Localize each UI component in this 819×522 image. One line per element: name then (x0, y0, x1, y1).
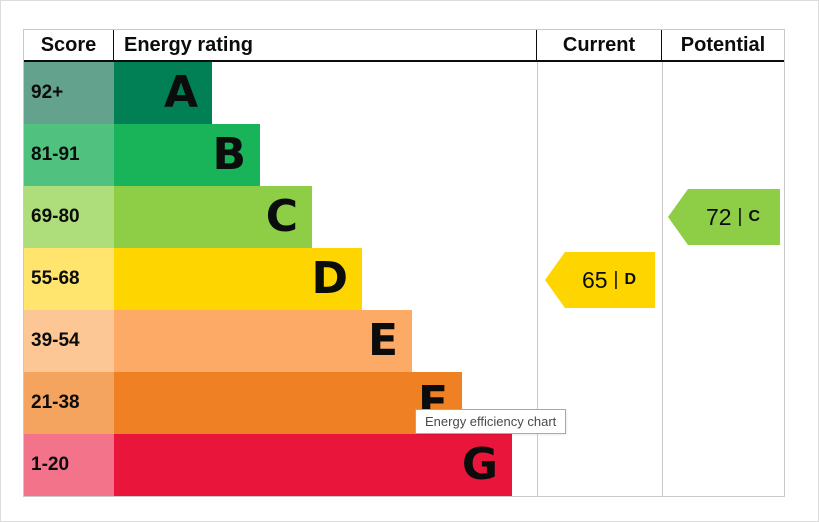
bar-area: G (114, 434, 784, 496)
rating-letter: B (212, 129, 246, 180)
bar-area: D (114, 248, 784, 310)
band-row-f: 21-38 F (24, 372, 784, 434)
band-row-g: 1-20 G (24, 434, 784, 496)
current-arrow: 65 | D (545, 252, 655, 308)
rating-bar: E (114, 310, 412, 372)
energy-efficiency-chart: Score Energy rating Current Potential 92… (23, 29, 785, 497)
rating-letter: D (311, 253, 348, 304)
chart-tooltip: Energy efficiency chart (415, 409, 567, 434)
score-cell: 92+ (24, 62, 114, 124)
rating-bar: D (114, 248, 362, 310)
score-label: 39-54 (31, 330, 80, 351)
bar-area: A (114, 62, 784, 124)
score-label: 92+ (31, 82, 64, 103)
current-value: 65 (581, 266, 608, 293)
rating-bar: G (114, 434, 512, 496)
bar-area: E (114, 310, 784, 372)
header-energy-rating: Energy rating (114, 30, 537, 60)
band-row-e: 39-54 E (24, 310, 784, 372)
potential-value: 72 (705, 203, 732, 230)
band-row-c: 69-80 C (24, 186, 784, 248)
rating-bar: A (114, 62, 212, 124)
score-label: 81-91 (31, 144, 80, 165)
score-label: 69-80 (31, 206, 80, 227)
score-cell: 1-20 (24, 434, 114, 496)
potential-column-divider (662, 62, 663, 496)
band-row-d: 55-68 D (24, 248, 784, 310)
arrow-divider: | (737, 206, 743, 227)
score-label: 21-38 (31, 392, 80, 413)
score-cell: 69-80 (24, 186, 114, 248)
score-cell: 21-38 (24, 372, 114, 434)
band-row-a: 92+ A (24, 62, 784, 124)
score-cell: 81-91 (24, 124, 114, 186)
header-potential: Potential (680, 33, 766, 56)
arrow-divider: | (613, 269, 619, 290)
rating-bar: F (114, 372, 462, 434)
potential-letter: C (748, 208, 761, 225)
header-score: Score (24, 30, 114, 60)
rating-letter: G (461, 439, 498, 490)
chart-header: Score Energy rating Current Potential (24, 30, 784, 62)
bar-area: C (114, 186, 784, 248)
bar-area: B (114, 124, 784, 186)
rating-letter: A (163, 67, 198, 118)
rating-letter: C (265, 191, 298, 242)
score-cell: 55-68 (24, 248, 114, 310)
score-cell: 39-54 (24, 310, 114, 372)
current-letter: D (624, 271, 637, 288)
score-label: 55-68 (31, 268, 80, 289)
rating-bar: C (114, 186, 312, 248)
band-row-b: 81-91 B (24, 124, 784, 186)
bar-area: F (114, 372, 784, 434)
current-column-divider (537, 62, 538, 496)
rating-letter: E (367, 315, 398, 366)
potential-arrow: 72 | C (668, 189, 780, 245)
score-label: 1-20 (31, 454, 70, 475)
rating-bar: B (114, 124, 260, 186)
header-current: Current (537, 30, 662, 60)
